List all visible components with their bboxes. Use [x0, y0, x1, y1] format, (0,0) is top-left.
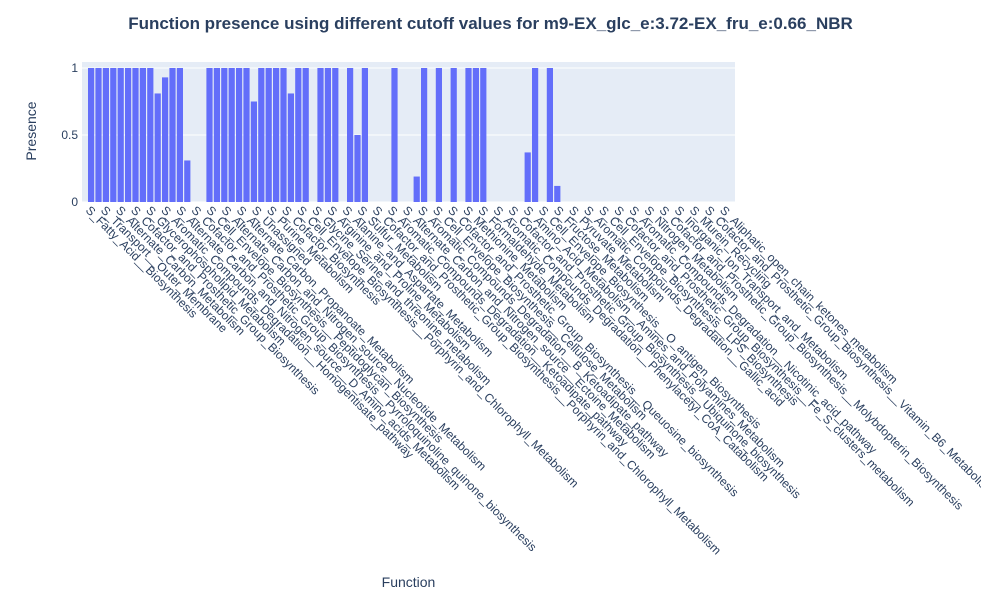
bar[interactable] [435, 68, 442, 202]
bar[interactable] [162, 77, 169, 202]
bar[interactable] [147, 68, 154, 202]
bar[interactable] [213, 68, 220, 202]
bar[interactable] [287, 93, 294, 202]
bar[interactable] [472, 68, 479, 202]
bar[interactable] [391, 68, 398, 202]
bar[interactable] [354, 135, 361, 202]
bar[interactable] [280, 68, 287, 202]
bar[interactable] [132, 68, 139, 202]
bar[interactable] [243, 68, 250, 202]
bar[interactable] [554, 185, 561, 202]
bar[interactable] [206, 68, 213, 202]
bar[interactable] [273, 68, 280, 202]
y-tick-label: 0.5 [61, 128, 78, 142]
bar[interactable] [421, 68, 428, 202]
bar[interactable] [258, 68, 265, 202]
bar[interactable] [524, 152, 531, 202]
bar[interactable] [332, 68, 339, 202]
bar[interactable] [125, 68, 132, 202]
bar[interactable] [169, 68, 176, 202]
bar[interactable] [265, 68, 272, 202]
bar[interactable] [117, 68, 124, 202]
bar[interactable] [250, 101, 257, 203]
bar[interactable] [324, 68, 331, 202]
bar[interactable] [221, 68, 228, 202]
bar[interactable] [295, 68, 302, 202]
bar[interactable] [102, 68, 109, 202]
bar[interactable] [450, 68, 457, 202]
bar[interactable] [236, 68, 243, 202]
bar[interactable] [465, 68, 472, 202]
bar[interactable] [546, 68, 553, 202]
bar[interactable] [88, 68, 95, 202]
x-axis-title: Function [381, 574, 436, 590]
bar[interactable] [139, 68, 146, 202]
bar[interactable] [317, 68, 324, 202]
bar[interactable] [154, 93, 161, 202]
y-tick-label: 1 [71, 61, 78, 75]
bar[interactable] [413, 176, 420, 202]
bar[interactable] [228, 68, 235, 202]
bar[interactable] [532, 68, 539, 202]
y-tick-label: 0 [71, 195, 78, 209]
bar[interactable] [302, 68, 309, 202]
bar[interactable] [95, 68, 102, 202]
bar[interactable] [480, 68, 487, 202]
bar[interactable] [110, 68, 117, 202]
bar[interactable] [176, 68, 183, 202]
chart-title: Function presence using different cutoff… [128, 14, 853, 33]
bar[interactable] [184, 160, 191, 202]
plot-background [82, 62, 735, 202]
bar[interactable] [347, 68, 354, 202]
bar[interactable] [361, 68, 368, 202]
